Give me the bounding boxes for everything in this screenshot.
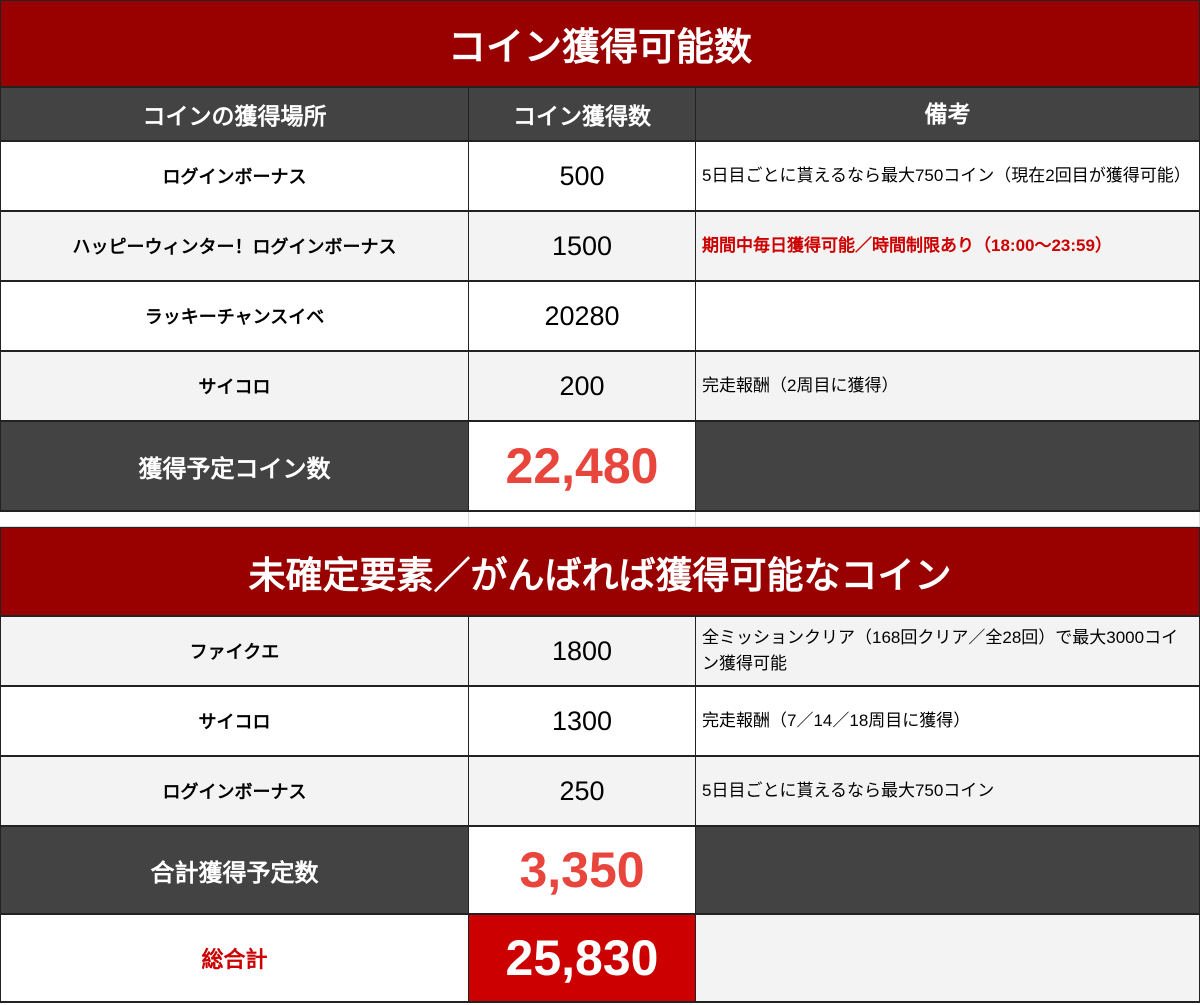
place-cell: サイコロ (0, 352, 469, 422)
empty-cell (696, 422, 1200, 512)
header-row: コインの獲得場所 コイン獲得数 備考 (0, 88, 1200, 142)
coins-cell: 1800 (469, 617, 696, 687)
section2-title: 未確定要素／がんばれば獲得可能なコイン (0, 527, 1200, 617)
place-cell: ログインボーナス (0, 142, 469, 212)
spacer-row (0, 512, 1200, 527)
grand-total-row: 総合計 25,830 (0, 915, 1200, 1003)
table-row: ハッピーウィンター！ログインボーナス 1500 期間中毎日獲得可能／時間制限あり… (0, 212, 1200, 282)
header-place: コインの獲得場所 (0, 88, 469, 142)
coins-cell: 1500 (469, 212, 696, 282)
coins-cell: 250 (469, 757, 696, 827)
place-cell: ファイクエ (0, 617, 469, 687)
total-row: 合計獲得予定数 3,350 (0, 827, 1200, 915)
coins-cell: 500 (469, 142, 696, 212)
note-cell: 5日目ごとに貰えるなら最大750コイン（現在2回目が獲得可能） (696, 142, 1200, 212)
table-row: ログインボーナス 250 5日目ごとに貰えるなら最大750コイン (0, 757, 1200, 827)
empty-cell (0, 512, 469, 527)
section1-title: コイン獲得可能数 (0, 0, 1200, 88)
note-cell: 全ミッションクリア（168回クリア／全28回）で最大3000コイン獲得可能 (696, 617, 1200, 687)
note-cell: 期間中毎日獲得可能／時間制限あり（18:00〜23:59） (696, 212, 1200, 282)
empty-cell (696, 827, 1200, 915)
place-cell: サイコロ (0, 687, 469, 757)
table-row: ファイクエ 1800 全ミッションクリア（168回クリア／全28回）で最大300… (0, 617, 1200, 687)
table-row: サイコロ 1300 完走報酬（7／14／18周目に獲得） (0, 687, 1200, 757)
note-cell (696, 282, 1200, 352)
coins-cell: 20280 (469, 282, 696, 352)
note-cell: 5日目ごとに貰えるなら最大750コイン (696, 757, 1200, 827)
table-row: サイコロ 200 完走報酬（2周目に獲得） (0, 352, 1200, 422)
total-value: 22,480 (469, 422, 696, 512)
table-row: ログインボーナス 500 5日目ごとに貰えるなら最大750コイン（現在2回目が獲… (0, 142, 1200, 212)
total-label: 合計獲得予定数 (0, 827, 469, 915)
place-cell: ログインボーナス (0, 757, 469, 827)
note-cell: 完走報酬（7／14／18周目に獲得） (696, 687, 1200, 757)
place-cell: ラッキーチャンスイベ (0, 282, 469, 352)
place-cell: ハッピーウィンター！ログインボーナス (0, 212, 469, 282)
grand-total-label: 総合計 (0, 915, 469, 1003)
header-coins: コイン獲得数 (469, 88, 696, 142)
total-value: 3,350 (469, 827, 696, 915)
empty-cell (696, 512, 1200, 527)
empty-cell (469, 512, 696, 527)
total-row: 獲得予定コイン数 22,480 (0, 422, 1200, 512)
grand-total-value: 25,830 (469, 915, 696, 1003)
total-label: 獲得予定コイン数 (0, 422, 469, 512)
empty-cell (696, 915, 1200, 1003)
header-note: 備考 (696, 88, 1200, 142)
note-cell: 完走報酬（2周目に獲得） (696, 352, 1200, 422)
coins-cell: 1300 (469, 687, 696, 757)
table-row: ラッキーチャンスイベ 20280 (0, 282, 1200, 352)
coins-cell: 200 (469, 352, 696, 422)
